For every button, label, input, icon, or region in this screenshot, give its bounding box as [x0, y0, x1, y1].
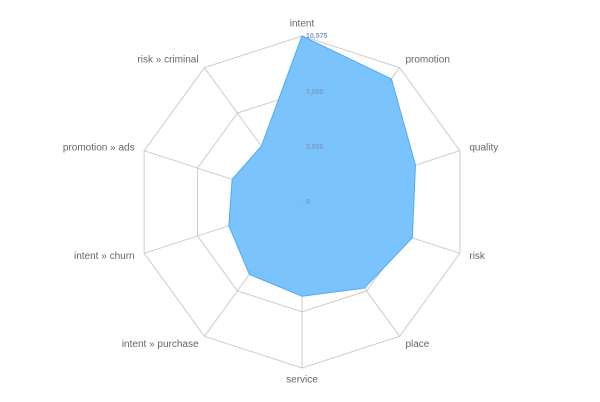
- category-label: place: [405, 339, 429, 350]
- category-label: promotion: [405, 54, 449, 65]
- category-label: risk » criminal: [137, 54, 198, 65]
- tick-label: 3,500: [306, 144, 324, 151]
- tick-label: 7,000: [306, 89, 324, 96]
- category-label: risk: [469, 251, 486, 262]
- category-label: intent » purchase: [122, 339, 199, 350]
- category-label: intent: [290, 19, 315, 30]
- category-label: service: [286, 375, 318, 386]
- tick-label: 0: [306, 199, 310, 206]
- tick-label: 10,575: [306, 33, 328, 40]
- category-label: quality: [469, 142, 498, 153]
- category-label: promotion » ads: [63, 142, 135, 153]
- radar-area: [228, 35, 416, 297]
- category-label: intent » churn: [74, 251, 135, 262]
